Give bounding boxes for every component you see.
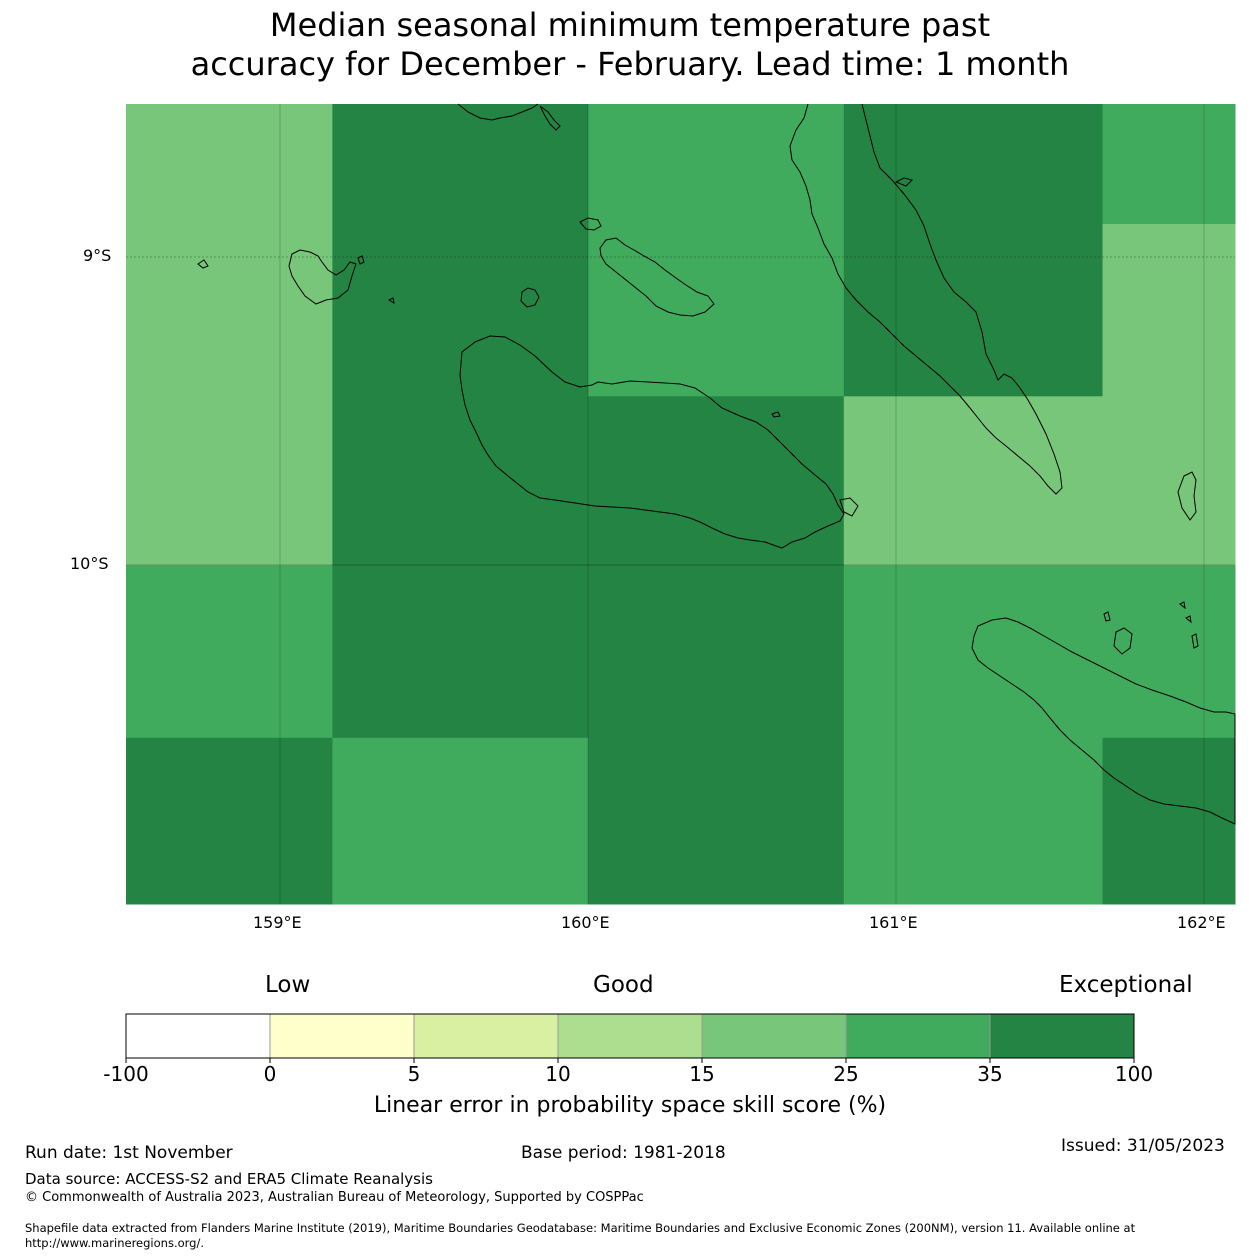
- coastline-ulawa-east: [1177, 471, 1197, 521]
- colorbar-tick: 15: [689, 1062, 715, 1086]
- grid-cell-6: [843, 396, 1236, 567]
- grid-cell-4: [843, 104, 1104, 397]
- lon-tick-160: 160°E: [561, 913, 610, 932]
- colorbar-label: Linear error in probability space skill …: [373, 1093, 887, 1118]
- coastline-east-islet: [839, 497, 859, 517]
- colorbar-frame: [125, 1013, 1135, 1059]
- grid-cell-14: [843, 737, 1104, 905]
- colorbar-tick: 100: [1114, 1062, 1154, 1086]
- grid-cell-12: [332, 737, 589, 905]
- coastline-savo: [579, 217, 602, 231]
- lon-tick-162: 162°E: [1177, 913, 1226, 932]
- colorbar-segment-6: [989, 1013, 1135, 1059]
- colorbar-category-good: Good: [593, 972, 654, 998]
- title-line-2: accuracy for December - February. Lead t…: [190, 45, 1070, 83]
- colorbar-tick: 5: [407, 1062, 421, 1086]
- lat-tick-9s: 9°S: [83, 246, 112, 265]
- coastlines: [197, 103, 1236, 825]
- coastline-makira-islet-1: [1113, 627, 1133, 655]
- coastline-guadalcanal: [459, 335, 845, 549]
- colorbar-segment-5: [845, 1013, 991, 1059]
- base-period: Base period: 1981-2018: [521, 1143, 726, 1163]
- colorbar-segment-2: [413, 1013, 559, 1059]
- coastline-makira-islet-2: [1103, 611, 1111, 622]
- colorbar-tick: 25: [833, 1062, 859, 1086]
- colorbar: [125, 1013, 1135, 1063]
- coastline-south-islet: [771, 411, 781, 418]
- grid-cell-1: [332, 104, 589, 567]
- title-line-1: Median seasonal minimum temperature past: [269, 6, 991, 44]
- colorbar-tick: 0: [263, 1062, 277, 1086]
- grid-cell-3: [588, 396, 845, 567]
- grid-cell-9: [332, 565, 845, 739]
- grid-cell-10: [843, 565, 1236, 739]
- coastline-north-island: [457, 103, 539, 121]
- colorbar-category-exceptional: Exceptional: [1059, 972, 1193, 998]
- grid-cell-7: [1102, 224, 1236, 397]
- colorbar-segment-0: [125, 1013, 271, 1059]
- coastline-north-island-2: [539, 105, 561, 131]
- coastline-florida-islands: [599, 237, 715, 317]
- coastline-malaita-west: [789, 103, 1063, 495]
- colorbar-segment-3: [557, 1013, 703, 1059]
- graticule: [126, 104, 1235, 904]
- grid-cell-5: [1102, 104, 1236, 225]
- run-date: Run date: 1st November: [25, 1143, 233, 1163]
- colorbar-tick: -100: [103, 1062, 149, 1086]
- colorbar-segment-1: [269, 1013, 415, 1059]
- lon-tick-159: 159°E: [253, 913, 302, 932]
- grid-cell-15: [1102, 737, 1236, 905]
- shapefile-credit-line-1: Shapefile data extracted from Flanders M…: [25, 1221, 1136, 1235]
- coastline-malaita-islet: [894, 177, 913, 187]
- coastline-western-island: [288, 249, 357, 305]
- grid-cell-0: [126, 104, 333, 567]
- coastline-small-island: [520, 287, 540, 308]
- grid-cell-8: [126, 565, 333, 739]
- colorbar-category-low: Low: [265, 972, 311, 998]
- colorbar-tick: 10: [545, 1062, 571, 1086]
- colorbar-tick: 35: [977, 1062, 1003, 1086]
- coastline-makira-islet-3: [1179, 601, 1186, 610]
- lat-tick-10s: 10°S: [70, 554, 109, 573]
- coastline-makira: [971, 617, 1236, 825]
- shapefile-credit-line-2: http://www.marineregions.org/.: [25, 1236, 204, 1250]
- grid-cell-11: [126, 737, 333, 905]
- coastline-islet-3: [387, 297, 395, 305]
- map-title: Median seasonal minimum temperature past…: [0, 6, 1260, 84]
- issued-date: Issued: 31/05/2023: [1061, 1136, 1225, 1156]
- lon-tick-161: 161°E: [869, 913, 918, 932]
- coastline-islet-2: [357, 255, 365, 265]
- grid-cell-13: [588, 737, 845, 905]
- coastline-makira-islet-4: [1185, 615, 1192, 624]
- skill-grid: [126, 104, 1236, 905]
- data-source: Data source: ACCESS-S2 and ERA5 Climate …: [25, 1170, 433, 1188]
- colorbar-segment-4: [701, 1013, 847, 1059]
- coastline-islet-1: [197, 259, 209, 269]
- grid-cell-2: [588, 104, 845, 397]
- copyright: © Commonwealth of Australia 2023, Austra…: [25, 1190, 644, 1205]
- coastline-makira-islet-5: [1191, 633, 1199, 649]
